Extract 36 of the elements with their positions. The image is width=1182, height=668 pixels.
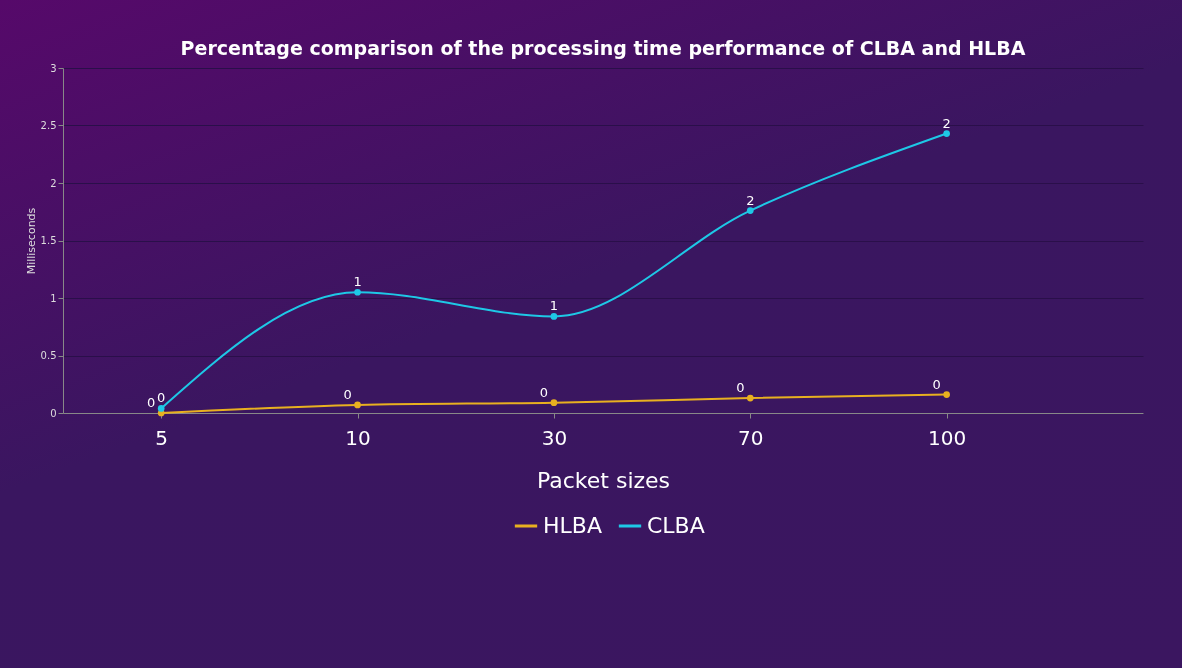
data-label: 1 — [549, 298, 559, 314]
data-label: 0 — [539, 384, 549, 400]
legend-label: HLBA — [543, 513, 602, 538]
data-label: 0 — [736, 380, 745, 396]
data-label: 2 — [942, 115, 951, 131]
chart-title: Percentage comparison of the processing time performance of CLBA and HLBA — [180, 37, 1026, 59]
y-tick-label: 0 — [50, 407, 57, 419]
data-label: 0 — [157, 390, 166, 406]
point — [550, 399, 558, 406]
point — [943, 130, 950, 137]
point — [746, 207, 754, 214]
point — [354, 288, 361, 296]
x-tick-label: 10 — [345, 425, 371, 450]
x-tick-label: 5 — [155, 425, 169, 450]
point — [746, 394, 754, 402]
data-label: 0 — [932, 376, 941, 392]
point — [943, 391, 950, 398]
y-axis-title: Milliseconds — [24, 207, 38, 275]
data-label: 2 — [746, 192, 755, 208]
x-tick-label: 70 — [738, 425, 764, 450]
y-tick-label: 3 — [50, 62, 57, 74]
data-label: 1 — [353, 274, 362, 290]
y-tick-label: 2 — [50, 177, 57, 189]
x-tick-label: 30 — [541, 425, 568, 450]
y-tick-label: 1 — [50, 292, 57, 304]
point — [550, 313, 558, 320]
y-tick-label: 0.5 — [40, 350, 57, 361]
y-tick-label: 1.5 — [40, 235, 57, 246]
legend-label: CLBA — [647, 513, 705, 538]
x-tick-label: 100 — [928, 425, 967, 450]
x-axis-title: Packet sizes — [536, 467, 671, 493]
y-tick-label: 2.5 — [40, 120, 57, 131]
data-label: 0 — [147, 395, 156, 410]
data-label: 0 — [343, 386, 352, 402]
point — [157, 405, 165, 412]
point — [354, 401, 361, 409]
